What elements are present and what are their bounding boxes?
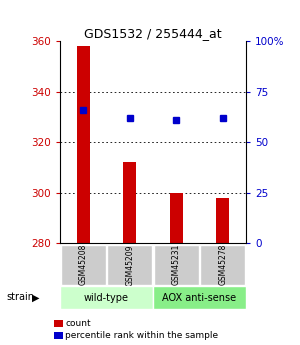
Text: AOX anti-sense: AOX anti-sense <box>162 293 237 303</box>
Bar <box>200 245 245 285</box>
Text: strain: strain <box>6 293 34 302</box>
Bar <box>77 47 90 243</box>
Bar <box>216 198 229 243</box>
Text: ▶: ▶ <box>32 293 39 302</box>
Bar <box>153 286 246 309</box>
Text: GSM45208: GSM45208 <box>79 244 88 285</box>
Text: GSM45278: GSM45278 <box>218 244 227 285</box>
Text: GSM45209: GSM45209 <box>125 244 134 286</box>
Text: percentile rank within the sample: percentile rank within the sample <box>65 331 218 340</box>
Bar <box>107 245 152 285</box>
Text: wild-type: wild-type <box>84 293 129 303</box>
Bar <box>60 286 153 309</box>
Text: count: count <box>65 319 91 328</box>
Text: GSM45231: GSM45231 <box>172 244 181 285</box>
Bar <box>154 245 199 285</box>
Bar <box>61 245 106 285</box>
Bar <box>123 162 136 243</box>
Title: GDS1532 / 255444_at: GDS1532 / 255444_at <box>84 27 222 40</box>
Bar <box>170 193 183 243</box>
